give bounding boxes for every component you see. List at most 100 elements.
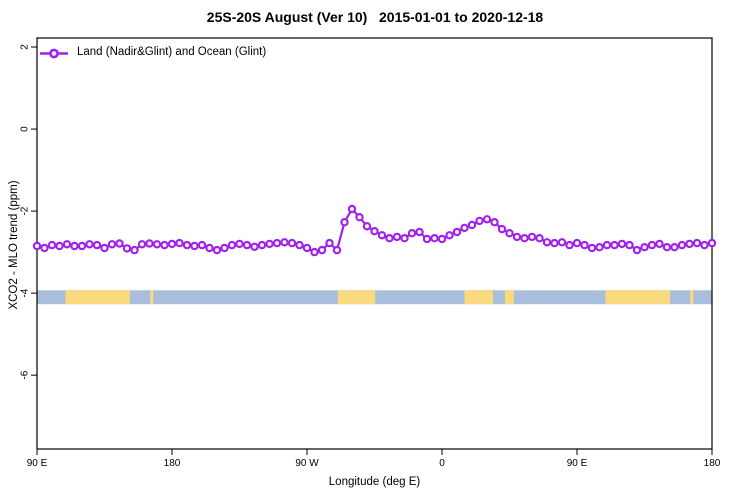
data-point: [265, 239, 274, 249]
data-point: [422, 234, 432, 244]
data-point: [475, 216, 484, 226]
data-point: [302, 243, 312, 253]
x-tick-label: 90 E: [27, 458, 48, 469]
data-point: [550, 238, 559, 248]
data-point: [310, 247, 319, 257]
data-point: [370, 226, 379, 236]
data-point: [145, 239, 154, 248]
data-point: [47, 240, 57, 250]
data-point: [100, 243, 109, 253]
data-point: [700, 240, 709, 250]
data-point: [242, 240, 252, 250]
data-point: [227, 240, 237, 250]
data-point: [490, 217, 499, 227]
data-point: [482, 215, 492, 224]
data-point: [467, 220, 477, 230]
data-point: [662, 242, 672, 252]
data-point: [107, 240, 117, 249]
data-point: [287, 238, 297, 248]
data-point: [355, 212, 364, 222]
data-point: [257, 240, 267, 250]
data-point: [497, 224, 507, 234]
land-segment: [464, 290, 493, 305]
data-point: [40, 243, 49, 253]
data-point: [595, 242, 604, 252]
data-point: [445, 231, 454, 240]
land-segment: [150, 290, 154, 305]
data-point: [460, 223, 469, 233]
data-point: [505, 228, 514, 238]
y-tick-label: 2: [20, 44, 31, 50]
data-point: [175, 238, 184, 248]
data-point: [122, 244, 132, 253]
data-point: [152, 240, 162, 249]
x-tick-label: 90 E: [567, 458, 588, 469]
data-point: [377, 231, 387, 240]
data-point: [707, 238, 717, 248]
x-tick-label: 90 W: [295, 458, 319, 469]
data-point: [295, 240, 304, 250]
y-tick-label: -4: [20, 288, 31, 297]
x-tick-label: 0: [439, 458, 445, 469]
data-point: [85, 240, 94, 249]
data-point: [160, 240, 169, 250]
land-segment: [505, 290, 514, 305]
land-segment: [65, 290, 130, 305]
data-point: [115, 239, 124, 248]
data-point: [190, 241, 199, 251]
data-point: [587, 243, 597, 253]
data-point: [250, 242, 259, 251]
data-point: [347, 204, 357, 214]
data-point: [55, 241, 64, 251]
x-tick-label: 180: [704, 458, 721, 469]
data-point: [602, 240, 612, 250]
data-point: [392, 232, 402, 242]
data-point: [130, 245, 139, 255]
data-point: [512, 232, 522, 242]
y-axis-label: XCO2 - MLO trend (ppm): [8, 180, 20, 310]
data-point: [610, 240, 619, 250]
data-point: [70, 241, 79, 251]
data-point: [692, 238, 702, 248]
legend-label: Land (Nadir&Glint) and Ocean (Glint): [77, 46, 267, 58]
data-point: [535, 233, 544, 243]
data-point: [415, 227, 424, 237]
data-point: [557, 238, 567, 247]
data-point: [325, 238, 334, 248]
data-point: [77, 241, 87, 251]
data-point: [647, 240, 657, 250]
chart-title: 25S-20S August (Ver 10) 2015-01-01 to 20…: [206, 9, 544, 25]
x-tick-label: 180: [164, 458, 181, 469]
data-point: [182, 240, 192, 250]
y-tick-label: -6: [20, 370, 31, 379]
data-point: [580, 240, 589, 250]
data-point: [527, 232, 537, 242]
data-point: [625, 240, 634, 250]
data-point: [32, 241, 42, 251]
legend-marker-icon: [49, 48, 59, 59]
data-point: [62, 240, 72, 249]
data-point: [220, 243, 229, 253]
data-point: [400, 233, 409, 243]
data-point: [437, 234, 447, 244]
data-point: [407, 228, 417, 238]
data-point: [670, 242, 679, 252]
data-point: [235, 239, 244, 249]
data-point: [430, 233, 439, 243]
y-tick-label: 0: [20, 126, 31, 132]
data-point: [92, 240, 102, 250]
data-point: [280, 238, 289, 247]
data-point: [520, 233, 529, 243]
data-point: [617, 239, 627, 249]
land-segment: [690, 290, 694, 305]
data-point: [655, 239, 664, 249]
data-point: [542, 238, 552, 247]
data-point: [362, 222, 372, 231]
data-point: [332, 245, 342, 255]
data-point: [167, 239, 177, 249]
data-point: [340, 217, 349, 227]
data-point: [632, 245, 642, 255]
land-segment: [605, 290, 670, 305]
